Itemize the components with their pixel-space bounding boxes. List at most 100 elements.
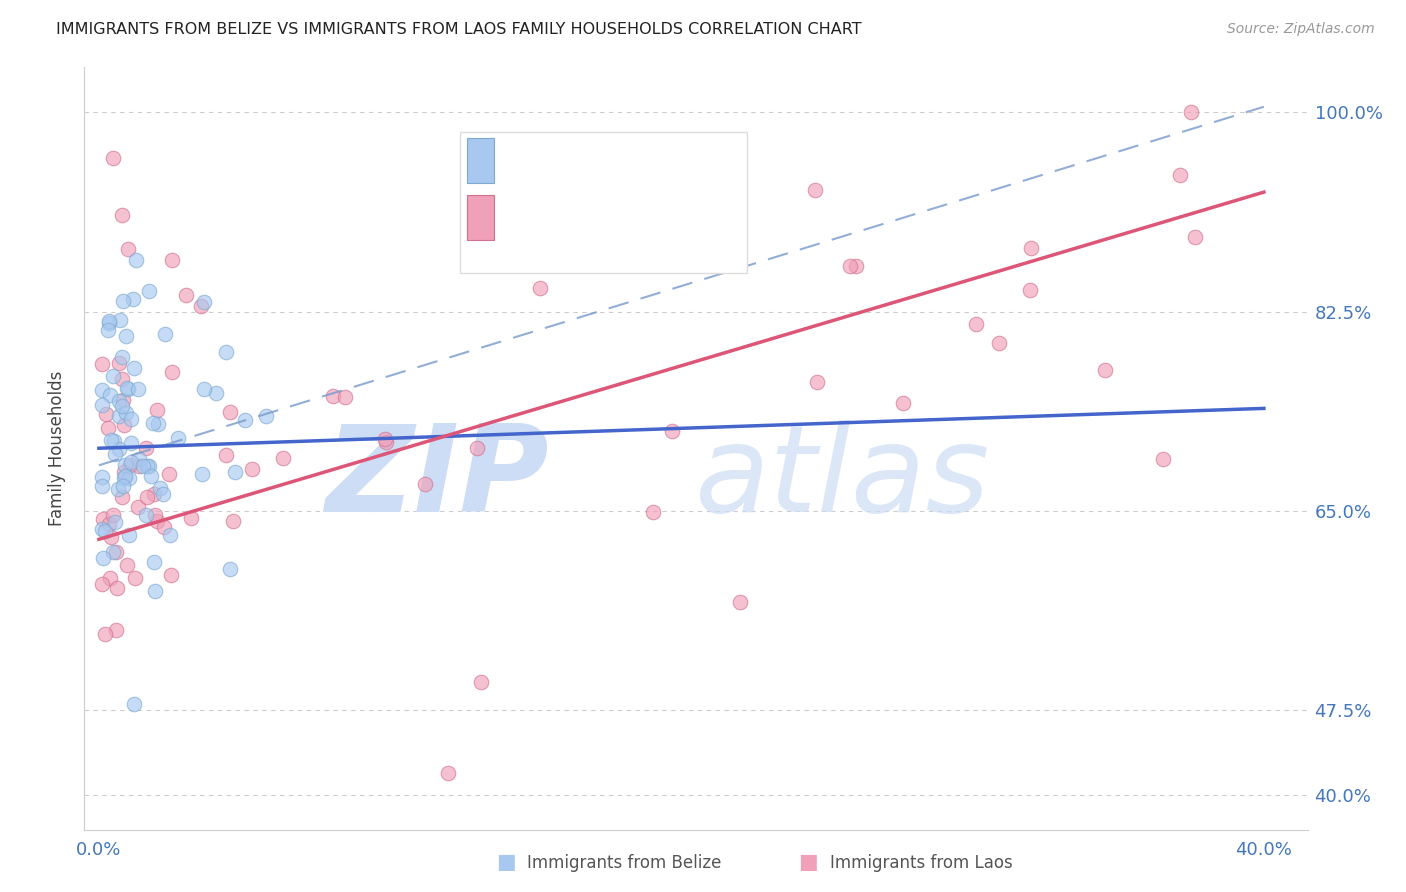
Point [152,487,174,501]
Point [1184,229,1206,244]
Point [122,361,145,376]
Point [117,382,139,396]
Point [107,482,129,496]
Point [193,383,215,397]
Point [214,449,236,463]
Point [148,481,170,495]
Point [115,328,138,343]
Y-axis label: Family Households: Family Households [48,370,66,526]
Point [1180,105,1202,120]
Point [157,467,180,481]
Point [136,491,159,505]
Point [215,345,238,359]
Point [94,627,117,641]
Point [108,394,131,409]
Point [374,435,396,450]
Point [135,442,157,456]
Point [641,505,664,519]
Point [167,431,190,445]
Point [139,469,162,483]
Point [661,425,683,439]
Point [101,508,124,523]
Point [138,458,160,473]
Point [222,514,245,528]
Text: Immigrants from Laos: Immigrants from Laos [830,855,1012,872]
Point [160,365,183,379]
Point [112,466,135,480]
Point [91,512,114,526]
Point [374,432,396,446]
Point [190,299,212,313]
Point [146,514,169,528]
Point [127,382,149,396]
Point [838,259,860,273]
Point [104,447,127,461]
Point [1152,451,1174,466]
Point [470,674,492,689]
Point [335,390,357,404]
Point [97,421,120,435]
FancyBboxPatch shape [460,132,748,273]
Point [465,441,488,455]
Point [233,413,256,427]
Point [112,471,135,485]
Point [111,351,134,365]
Point [240,462,263,476]
Point [988,336,1011,351]
Point [124,571,146,585]
Point [127,500,149,515]
Point [143,487,166,501]
Text: N =: N = [614,149,671,168]
Point [101,545,124,559]
Point [104,624,127,638]
Point [191,467,214,481]
Text: 0.332: 0.332 [551,206,613,225]
Point [91,551,114,566]
Text: R =: R = [502,206,544,225]
Text: 73: 73 [673,206,702,225]
Point [728,595,751,609]
Point [1168,168,1191,182]
Point [117,558,139,572]
Point [1018,283,1040,297]
Point [91,577,114,591]
Point [146,417,169,432]
Point [100,433,122,447]
Text: ZIP: ZIP [325,420,550,537]
Point [108,356,131,370]
Point [94,407,117,421]
Point [219,562,242,576]
Point [1021,242,1043,256]
Point [132,459,155,474]
Point [153,326,176,341]
Point [180,511,202,525]
Point [219,405,242,419]
Point [94,524,117,538]
Point [112,392,135,407]
Point [90,479,112,493]
Text: IMMIGRANTS FROM BELIZE VS IMMIGRANTS FROM LAOS FAMILY HOUSEHOLDS CORRELATION CHA: IMMIGRANTS FROM BELIZE VS IMMIGRANTS FRO… [56,22,862,37]
Point [104,545,127,559]
Point [193,295,215,310]
Point [104,515,127,529]
Point [128,459,150,474]
Point [98,571,121,585]
Point [98,316,121,330]
Point [122,698,145,712]
Point [98,388,121,402]
Point [271,450,294,465]
Text: R =: R = [502,149,544,168]
Point [142,417,165,431]
Point [845,259,868,273]
Point [112,417,135,432]
Point [103,151,125,165]
Point [114,458,136,472]
Text: N =: N = [614,206,671,225]
Point [143,555,166,569]
Point [117,381,139,395]
Point [529,281,551,295]
Point [125,253,148,268]
Point [159,528,181,542]
Text: ■: ■ [496,853,516,872]
Point [108,409,131,424]
